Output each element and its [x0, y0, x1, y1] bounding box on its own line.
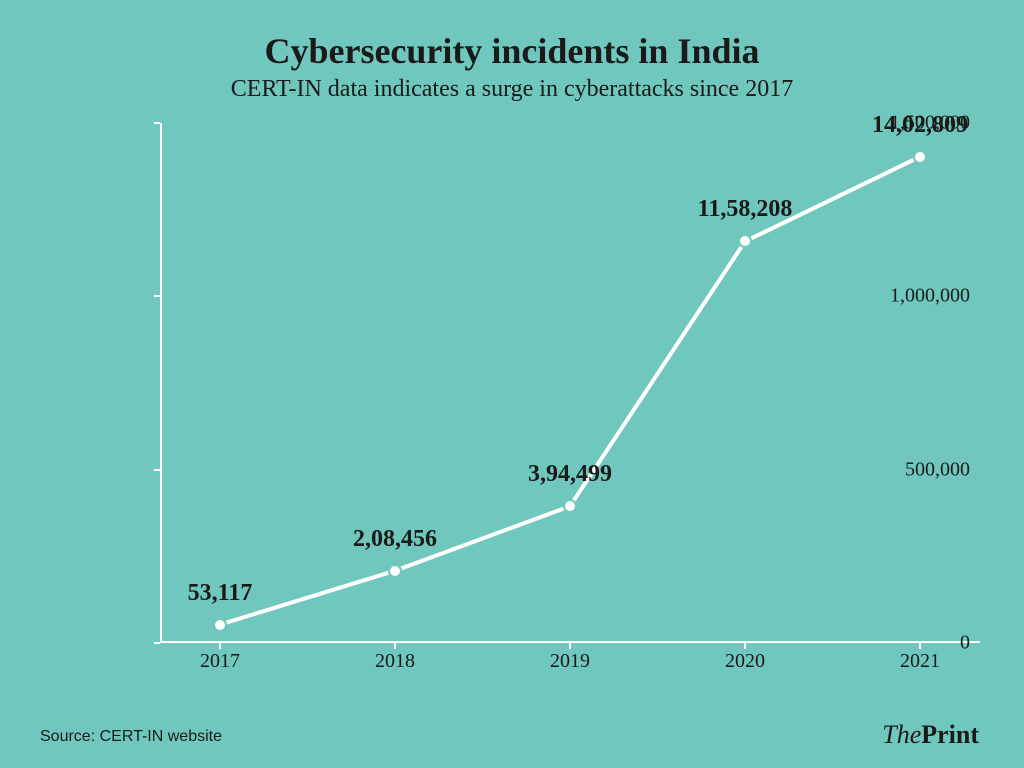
y-tick-mark	[154, 295, 160, 297]
line-series	[160, 123, 980, 643]
x-tick-mark	[919, 643, 921, 649]
data-label: 2,08,456	[353, 526, 437, 553]
chart-container: Cybersecurity incidents in India CERT-IN…	[0, 0, 1024, 768]
x-tick-label: 2018	[375, 650, 415, 673]
y-tick-mark	[154, 122, 160, 124]
x-tick-mark	[744, 643, 746, 649]
data-marker	[738, 234, 752, 248]
data-label: 3,94,499	[528, 461, 612, 488]
data-label: 14,02,809	[872, 112, 968, 139]
y-tick-label: 500,000	[905, 458, 970, 481]
x-tick-label: 2021	[900, 650, 940, 673]
logo-prefix: The	[882, 720, 921, 749]
y-tick-mark	[154, 642, 160, 644]
x-tick-mark	[219, 643, 221, 649]
chart-subtitle: CERT-IN data indicates a surge in cybera…	[40, 76, 984, 103]
y-axis-line	[160, 123, 162, 643]
data-marker	[388, 564, 402, 578]
x-tick-label: 2017	[200, 650, 240, 673]
data-marker	[913, 150, 927, 164]
logo-main: Print	[921, 720, 979, 749]
source-text: Source: CERT-IN website	[40, 728, 222, 746]
data-marker	[563, 499, 577, 513]
chart-title: Cybersecurity incidents in India	[40, 30, 984, 72]
x-tick-mark	[394, 643, 396, 649]
y-tick-mark	[154, 469, 160, 471]
y-tick-label: 0	[960, 632, 970, 655]
publisher-logo: ThePrint	[882, 720, 979, 750]
x-tick-label: 2019	[550, 650, 590, 673]
data-label: 53,117	[188, 580, 253, 607]
x-tick-label: 2020	[725, 650, 765, 673]
data-marker	[213, 618, 227, 632]
x-tick-mark	[569, 643, 571, 649]
plot-area: 0500,0001,000,0001,500,00020172018201920…	[60, 123, 980, 683]
y-tick-label: 1,000,000	[890, 285, 970, 308]
data-label: 11,58,208	[698, 196, 793, 223]
